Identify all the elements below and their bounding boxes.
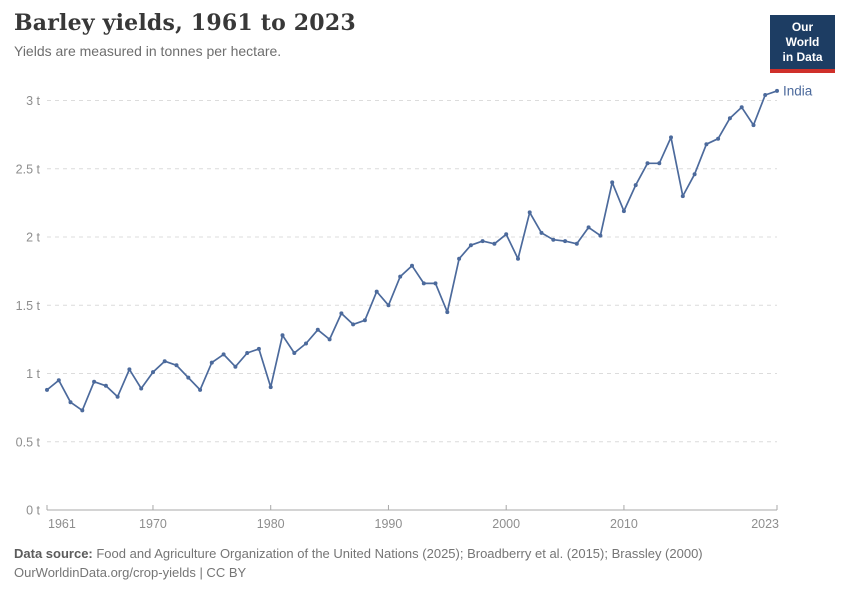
x-tick-label: 2010 <box>610 517 638 531</box>
data-point[interactable] <box>362 318 367 323</box>
x-tick-label: 1990 <box>375 517 403 531</box>
data-point[interactable] <box>492 241 497 246</box>
data-point[interactable] <box>751 123 756 128</box>
data-point[interactable] <box>586 225 591 230</box>
india-line[interactable] <box>46 90 778 412</box>
data-point[interactable] <box>539 230 544 235</box>
y-tick-label: 1 t <box>26 367 40 381</box>
data-point[interactable] <box>598 233 603 238</box>
x-tick-label: 1961 <box>48 517 76 531</box>
x-tick-label: 2000 <box>492 517 520 531</box>
data-point[interactable] <box>563 239 568 244</box>
data-point[interactable] <box>504 232 509 237</box>
data-point[interactable] <box>92 379 97 384</box>
data-point[interactable] <box>115 394 120 399</box>
data-source-label: Data source: <box>14 546 93 561</box>
y-tick-label: 3 t <box>26 94 40 108</box>
x-tick-label: 1970 <box>139 517 167 531</box>
owid-logo[interactable]: Our World in Data <box>770 15 835 73</box>
y-tick-label: 1.5 t <box>16 299 41 313</box>
data-point[interactable] <box>716 136 721 141</box>
data-point[interactable] <box>339 311 344 316</box>
data-point[interactable] <box>103 383 108 388</box>
owid-logo-line1: Our World <box>785 20 820 49</box>
data-point[interactable] <box>775 88 779 93</box>
data-point[interactable] <box>221 352 226 357</box>
data-point[interactable] <box>610 180 615 185</box>
y-grid-and-labels: 0 t 0.5 t 1 t 1.5 t 2 t 2.5 t 3 t <box>16 94 777 518</box>
data-point[interactable] <box>292 351 297 355</box>
data-point[interactable] <box>574 241 579 246</box>
data-point[interactable] <box>327 337 332 342</box>
data-point[interactable] <box>445 310 450 315</box>
data-point[interactable] <box>527 210 532 215</box>
data-point[interactable] <box>386 303 391 308</box>
x-tick-label: 1980 <box>257 517 285 531</box>
data-point[interactable] <box>209 360 214 365</box>
data-point[interactable] <box>315 327 320 332</box>
data-point[interactable] <box>398 274 403 279</box>
data-source-line: Data source: Food and Agriculture Organi… <box>14 544 836 563</box>
chart-title: Barley yields, 1961 to 2023 <box>14 10 356 36</box>
chart-footer: Data source: Food and Agriculture Organi… <box>14 544 836 582</box>
y-tick-label: 0.5 t <box>16 435 41 449</box>
data-point[interactable] <box>739 105 744 110</box>
x-ticks-and-labels: 1961 1970 1980 1990 2000 2010 2023 <box>46 505 779 531</box>
data-point[interactable] <box>198 387 203 392</box>
data-point[interactable] <box>245 351 250 355</box>
data-point[interactable] <box>268 385 273 390</box>
data-point[interactable] <box>621 209 626 214</box>
data-point[interactable] <box>763 93 768 97</box>
data-point[interactable] <box>727 116 732 121</box>
data-point[interactable] <box>139 386 144 391</box>
data-point[interactable] <box>256 346 261 351</box>
data-point[interactable] <box>433 281 438 286</box>
data-point[interactable] <box>280 333 285 338</box>
data-source-text: Food and Agriculture Organization of the… <box>92 546 703 561</box>
data-point[interactable] <box>151 370 155 375</box>
y-tick-label: 0 t <box>26 504 40 518</box>
x-tick-label: 2023 <box>751 517 779 531</box>
owid-logo-line2: in Data <box>782 50 823 64</box>
data-point[interactable] <box>692 172 697 177</box>
data-point[interactable] <box>480 239 485 244</box>
data-point[interactable] <box>127 367 132 372</box>
data-point[interactable] <box>233 364 238 369</box>
data-point[interactable] <box>351 322 356 327</box>
data-point[interactable] <box>304 341 308 346</box>
data-point[interactable] <box>68 400 73 405</box>
data-point[interactable] <box>80 408 85 413</box>
data-point[interactable] <box>186 375 191 380</box>
data-point[interactable] <box>421 281 426 286</box>
data-point[interactable] <box>633 183 638 188</box>
data-point[interactable] <box>680 194 685 199</box>
attribution-line: OurWorldinData.org/crop-yields | CC BY <box>14 565 247 580</box>
data-point[interactable] <box>56 378 61 383</box>
data-point[interactable] <box>516 256 520 261</box>
data-point[interactable] <box>45 387 49 392</box>
data-point[interactable] <box>669 135 673 140</box>
data-point[interactable] <box>645 161 650 166</box>
data-point[interactable] <box>551 237 556 242</box>
data-point[interactable] <box>457 256 462 261</box>
data-point[interactable] <box>468 243 473 248</box>
india-markers <box>45 88 779 413</box>
y-tick-label: 2 t <box>26 231 40 245</box>
chart-subtitle: Yields are measured in tonnes per hectar… <box>14 43 282 59</box>
y-tick-label: 2.5 t <box>16 162 41 176</box>
data-point[interactable] <box>410 263 414 268</box>
data-point[interactable] <box>657 161 662 166</box>
data-point[interactable] <box>174 363 179 368</box>
data-point[interactable] <box>162 359 167 364</box>
data-point[interactable] <box>374 289 379 294</box>
data-point[interactable] <box>704 142 709 147</box>
series-label-india[interactable]: India <box>783 83 813 98</box>
chart-header: Barley yields, 1961 to 2023 Yields are m… <box>14 10 754 59</box>
